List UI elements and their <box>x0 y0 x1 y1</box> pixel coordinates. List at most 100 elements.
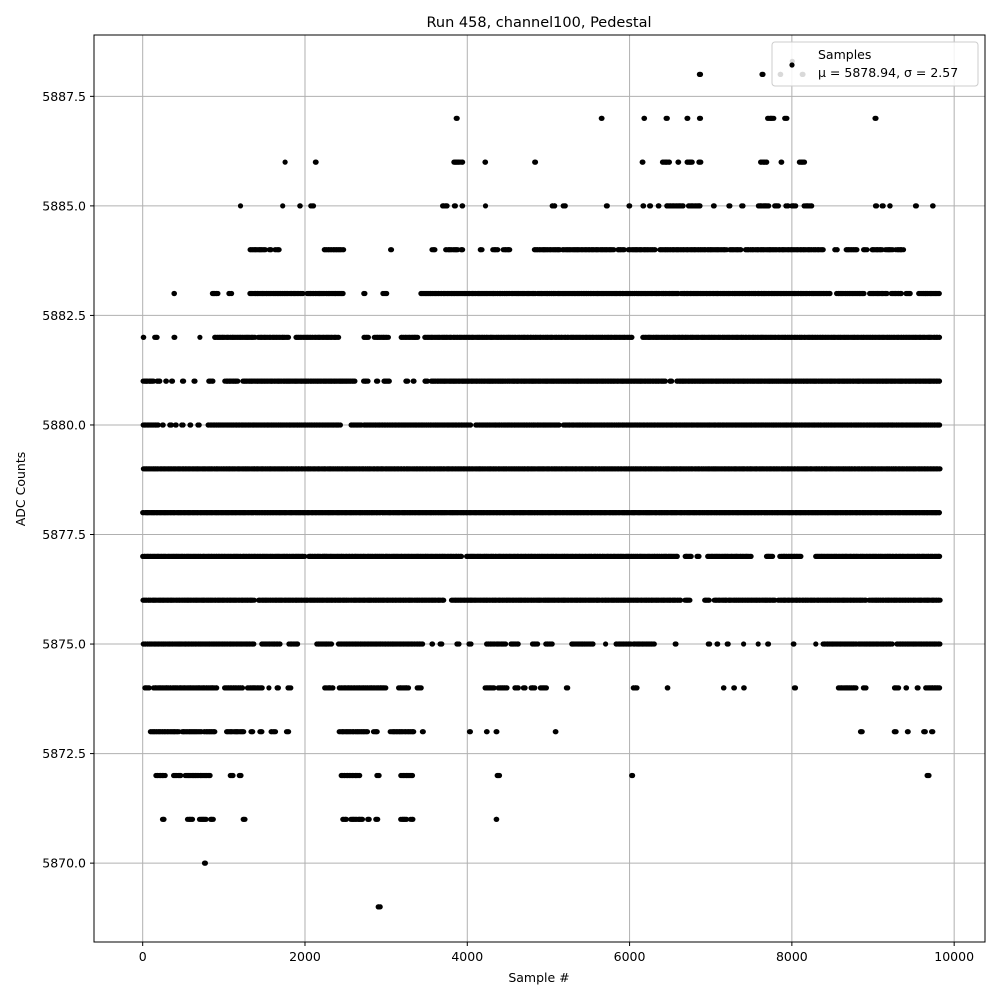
sample-point <box>630 772 636 779</box>
sample-point <box>405 685 412 691</box>
sample-point <box>936 509 943 516</box>
sample-point <box>755 641 761 647</box>
sample-point <box>687 597 693 603</box>
sample-point <box>178 772 184 779</box>
sample-point <box>207 772 213 779</box>
sample-point <box>404 816 410 822</box>
sample-point <box>688 553 694 560</box>
sample-point <box>239 685 246 691</box>
sample-point <box>535 641 541 647</box>
sample-point <box>337 422 343 428</box>
sample-point <box>565 685 571 691</box>
sample-point <box>792 685 799 691</box>
sample-point <box>673 641 679 647</box>
sample-point <box>214 685 220 691</box>
sample-point <box>926 772 932 779</box>
sample-point <box>503 641 509 647</box>
sample-point <box>439 641 445 647</box>
sample-point <box>937 641 943 647</box>
sample-point <box>202 860 208 866</box>
sample-point <box>484 729 490 735</box>
sample-point <box>420 729 426 735</box>
sample-point <box>765 641 772 647</box>
sample-point <box>532 685 538 691</box>
sample-point <box>328 641 335 647</box>
sample-point <box>863 685 869 691</box>
sample-point <box>770 553 776 560</box>
sample-point <box>634 685 640 691</box>
sample-point <box>889 641 895 647</box>
sample-point <box>375 816 381 822</box>
sample-point <box>266 685 272 691</box>
sample-point <box>496 772 503 779</box>
sample-point <box>590 641 596 647</box>
sample-point <box>937 466 943 472</box>
sample-point <box>905 729 911 735</box>
sample-point <box>357 772 363 779</box>
data-points <box>140 58 943 910</box>
sample-point <box>286 729 292 735</box>
sample-point <box>272 729 279 735</box>
sample-point <box>376 772 382 779</box>
sample-point <box>549 641 555 647</box>
sample-point <box>295 641 301 647</box>
sample-point <box>241 729 247 735</box>
sample-point <box>188 422 194 428</box>
sample-point <box>374 729 380 735</box>
sample-point <box>210 816 216 822</box>
sample-point <box>491 685 497 691</box>
sample-point <box>161 816 167 822</box>
sample-point <box>741 641 747 647</box>
sample-point <box>504 685 510 691</box>
sample-point <box>366 816 372 822</box>
sample-point <box>377 904 383 910</box>
sample-point <box>259 729 265 735</box>
sample-point <box>238 772 244 779</box>
sample-point <box>359 816 366 822</box>
sample-point <box>791 641 797 647</box>
sample-point <box>203 816 209 822</box>
sample-point <box>288 685 294 691</box>
sample-point <box>706 597 712 603</box>
sample-point <box>813 641 819 647</box>
sample-point <box>410 816 416 822</box>
sample-point <box>674 553 680 560</box>
sample-point <box>715 641 721 647</box>
sample-point <box>250 729 256 735</box>
sample-point <box>146 685 152 691</box>
sample-point <box>456 641 462 647</box>
sample-point <box>937 553 943 560</box>
sample-point <box>937 597 943 603</box>
sample-point <box>896 685 902 691</box>
sample-point <box>651 641 657 647</box>
sample-point <box>603 641 609 647</box>
sample-point <box>721 685 727 691</box>
sample-point <box>160 422 166 428</box>
sample-point <box>458 553 465 560</box>
chart-title: Run 458, channel100, Pedestal <box>426 15 651 31</box>
sample-point <box>364 729 371 735</box>
sample-point <box>468 641 474 647</box>
sample-point <box>515 641 521 647</box>
sample-point <box>522 685 528 691</box>
sample-point <box>468 422 474 428</box>
sample-point <box>196 422 202 428</box>
sample-point <box>696 553 702 560</box>
sample-point <box>798 553 804 560</box>
sample-point <box>853 685 859 691</box>
sample-point <box>330 685 336 691</box>
sample-point <box>411 729 417 735</box>
sample-point <box>937 685 943 691</box>
sample-point <box>441 597 447 603</box>
sample-point <box>725 641 731 647</box>
sample-point <box>275 685 281 691</box>
sample-point <box>494 816 500 822</box>
sample-point <box>930 729 936 735</box>
sample-point <box>467 729 473 735</box>
sample-point <box>553 729 559 735</box>
sample-point <box>915 685 921 691</box>
sample-point <box>230 772 236 779</box>
sample-point <box>162 772 168 779</box>
